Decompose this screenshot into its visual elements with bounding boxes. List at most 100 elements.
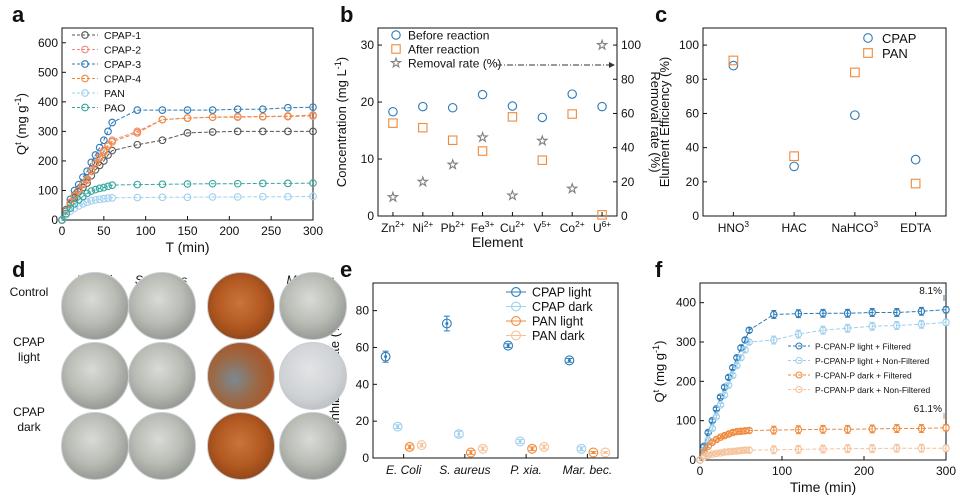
data-point [453, 429, 464, 440]
petri-dish [279, 412, 347, 480]
data-point [843, 324, 852, 332]
data-point [108, 118, 117, 127]
data-point-center [420, 443, 424, 447]
data-point [770, 310, 778, 319]
data-point [70, 204, 79, 213]
row-label: light [18, 350, 41, 364]
data-point [447, 103, 458, 113]
data-point [506, 188, 519, 201]
data-point-center [408, 445, 412, 449]
data-point [83, 198, 91, 207]
data-point [99, 136, 108, 145]
data-point [441, 318, 452, 329]
data-point [868, 322, 876, 331]
data-point [183, 180, 192, 188]
legend-label: CPAP-3 [104, 59, 141, 71]
legend-marker [81, 31, 89, 39]
data-point [87, 196, 96, 205]
legend-label: After reaction [408, 43, 479, 57]
data-point [745, 446, 753, 454]
y-axis-label: Concentration (mg L-1) [333, 57, 349, 187]
x-tick-label: EDTA [900, 221, 931, 235]
legend-marker [511, 301, 521, 312]
data-point [208, 113, 217, 122]
panel-c-frame [702, 27, 947, 217]
data-point [83, 189, 91, 198]
series-line-PAO [61, 182, 314, 221]
data-point [104, 182, 112, 191]
y-right-axis-label: Removal rate (%) [648, 71, 663, 172]
series-line-CPAP-1 [61, 130, 313, 221]
data-point [416, 175, 430, 188]
data-point [133, 129, 142, 137]
data-point [567, 89, 577, 99]
data-point [104, 127, 112, 136]
y-axis-label: Elument Efficiency (%) [657, 57, 672, 188]
data-point-center [481, 447, 485, 451]
data-point-center [445, 322, 449, 326]
petri-dish [207, 412, 275, 480]
x-tick-label: Cu2+ [500, 219, 525, 235]
legend-label: P-CPAN-P dark + Filtered [815, 371, 912, 381]
data-point-center [469, 450, 473, 454]
data-point [91, 196, 100, 204]
data-point-center [579, 447, 583, 451]
legend-marker [391, 44, 401, 54]
row-label: CPAP [13, 335, 45, 349]
data-point [712, 449, 721, 458]
data-point [720, 448, 729, 456]
x-axis-label: Time (min) [790, 479, 856, 495]
data-point [917, 424, 926, 433]
legend-label: CPAP-4 [104, 74, 141, 86]
data-point [309, 103, 317, 112]
data-point [284, 192, 292, 201]
y-tick-label: 200 [676, 374, 696, 388]
y-right-tick-label: 0 [621, 209, 628, 223]
legend-label: CPAP [882, 31, 916, 46]
data-point [595, 38, 609, 51]
petri-dish [61, 342, 129, 410]
legend-label: PAN [104, 88, 125, 100]
data-point [183, 106, 192, 114]
data-point-center [542, 445, 546, 449]
data-point [819, 309, 827, 318]
data-point [507, 101, 518, 111]
x-tick-label: 100 [136, 224, 156, 238]
data-point [476, 130, 489, 143]
x-tick-label: 0 [697, 464, 704, 478]
data-point [729, 371, 737, 380]
data-point [99, 183, 108, 192]
panel-letter-f: f [655, 257, 663, 282]
series-line-CPAP-2 [61, 115, 314, 221]
data-point-center [457, 432, 461, 436]
panel-f-frame [699, 282, 947, 461]
data-point [158, 115, 167, 124]
data-point [728, 55, 739, 66]
data-point [108, 137, 117, 146]
data-point [79, 199, 87, 208]
legend-marker [81, 89, 89, 97]
data-point [74, 180, 83, 189]
data-point [183, 193, 192, 202]
y-tick-label: 10 [361, 152, 375, 166]
row-label: Control [10, 285, 49, 299]
data-point [83, 176, 91, 184]
data-point [724, 447, 733, 456]
legend-label: P-CPAN-P light + Non-Filtered [815, 356, 930, 366]
data-point [588, 447, 599, 458]
data-point [74, 201, 83, 210]
data-point [258, 112, 267, 121]
data-point [745, 326, 753, 334]
x-tick-label: Mar. bec. [563, 463, 613, 477]
petri-dish [207, 342, 275, 410]
data-point [850, 67, 860, 78]
data-point [868, 308, 876, 317]
data-point [515, 436, 526, 447]
legend-marker [795, 385, 803, 394]
data-point [917, 320, 926, 329]
y-right-tick-label: 80 [621, 72, 635, 86]
data-point [708, 424, 717, 433]
data-point [733, 353, 741, 362]
data-point-center [530, 447, 534, 451]
